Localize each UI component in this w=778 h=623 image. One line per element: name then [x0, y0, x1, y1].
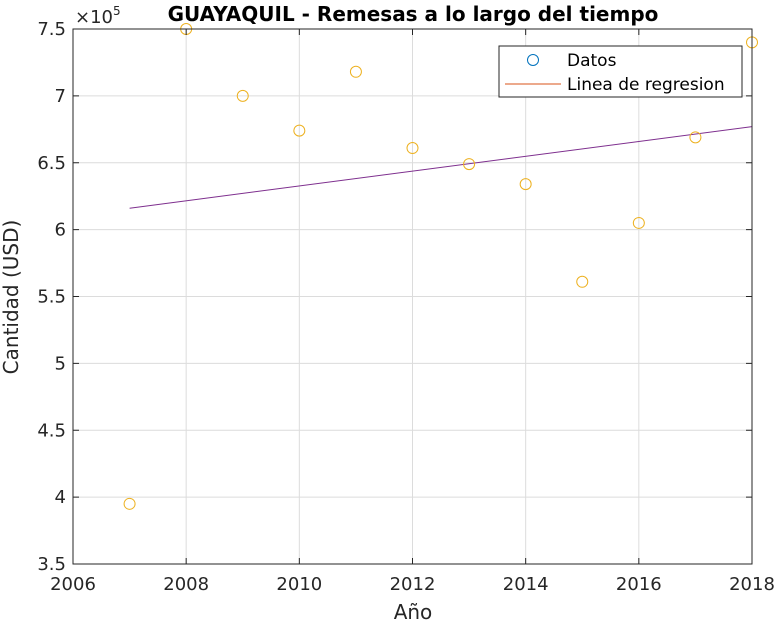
- data-point: [236, 89, 249, 102]
- data-point: [123, 497, 136, 510]
- legend-box: [498, 45, 743, 98]
- data-point: [293, 124, 306, 137]
- legend-label-datos: Datos: [567, 51, 617, 71]
- data-point: [349, 65, 362, 78]
- regression-line-group: [129, 126, 753, 209]
- chart-title: GUAYAQUIL - Remesas a lo largo del tiemp…: [168, 2, 659, 26]
- legend-marker-datos: [527, 54, 539, 66]
- y-tick-label: 6: [55, 220, 66, 241]
- x-tick-label: 2010: [276, 574, 322, 595]
- x-axis-ticks: 2006 2008 2010 2012 2014 2016 2018: [50, 29, 775, 595]
- data-point: [689, 131, 702, 144]
- x-tick-label: 2014: [503, 574, 549, 595]
- y-tick-label: 5: [55, 353, 66, 374]
- y-tick-label: 7: [55, 86, 66, 107]
- data-point: [576, 275, 589, 288]
- data-point: [406, 142, 419, 155]
- x-tick-label: 2016: [616, 574, 662, 595]
- data-point: [519, 178, 532, 191]
- regression-line: [129, 126, 753, 209]
- data-point: [632, 216, 645, 229]
- x-tick-label: 2012: [390, 574, 436, 595]
- y-tick-label: 5.5: [37, 287, 66, 308]
- x-tick-label: 2018: [729, 574, 775, 595]
- y-tick-label: 4.5: [37, 420, 66, 441]
- exponent-power: 5: [113, 4, 121, 18]
- y-tick-label: 7.5: [37, 19, 66, 40]
- y-tick-label: 3.5: [37, 554, 66, 575]
- data-point: [463, 158, 476, 171]
- legend: Datos Linea de regresion: [498, 45, 743, 98]
- y-axis-label: Cantidad (USD): [0, 220, 23, 375]
- y-axis-ticks: 3.5 4 4.5 5 5.5 6 6.5 7 7.5: [37, 19, 752, 575]
- legend-label-regresion: Linea de regresion: [567, 75, 725, 95]
- exponent-label: ×105: [75, 4, 121, 28]
- y-tick-label: 4: [55, 487, 66, 508]
- x-axis-label: Año: [394, 600, 433, 623]
- x-tick-label: 2006: [50, 574, 96, 595]
- x-tick-label: 2008: [163, 574, 209, 595]
- y-tick-label: 6.5: [37, 153, 66, 174]
